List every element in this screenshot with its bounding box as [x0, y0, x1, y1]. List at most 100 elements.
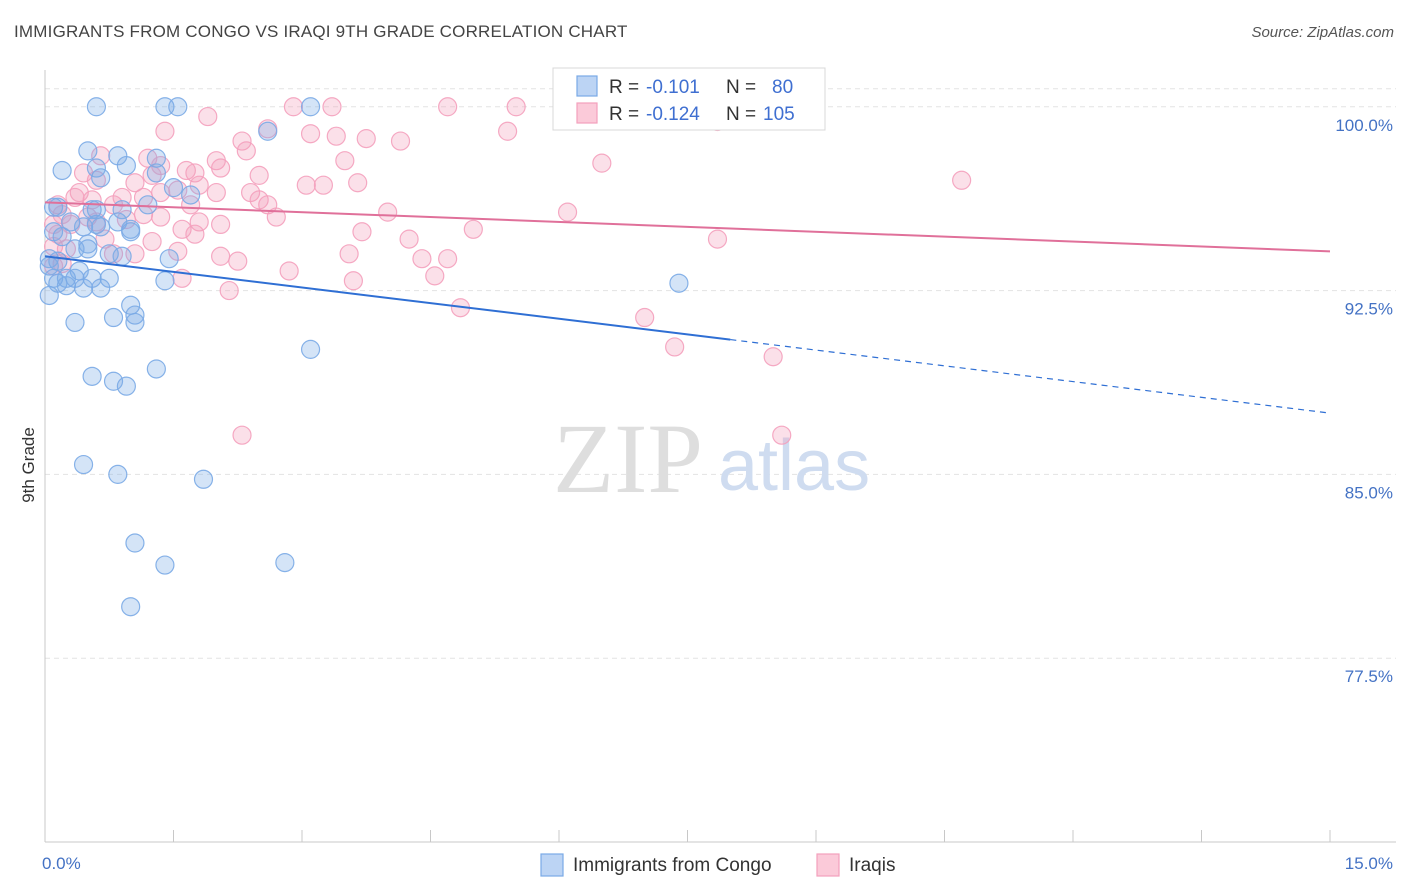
congo-point — [52, 160, 72, 181]
congo-point — [65, 312, 85, 333]
iraqis-point — [665, 337, 685, 357]
iraqis-point — [232, 425, 252, 445]
iraqis-point — [125, 173, 145, 193]
iraqis-point — [172, 219, 192, 239]
congo-point — [86, 97, 107, 117]
y-tick-label: 85.0% — [1345, 483, 1393, 502]
iraqis-point — [211, 246, 231, 266]
congo-point — [300, 339, 321, 359]
legend-r-label-congo: R = — [609, 77, 639, 98]
data-points — [39, 97, 972, 617]
congo-point — [181, 185, 201, 205]
iraqis-point — [228, 251, 248, 271]
grid-lines — [45, 88, 1396, 659]
iraqis-point — [185, 163, 205, 183]
iraqis-point — [339, 244, 359, 264]
iraqis-point — [635, 307, 655, 328]
congo-point — [103, 371, 124, 391]
iraqis-point — [181, 195, 201, 215]
congo-point — [103, 307, 124, 328]
congo-point — [146, 163, 166, 183]
congo-point — [168, 97, 188, 117]
congo-point — [73, 278, 94, 298]
congo-point — [116, 376, 136, 396]
iraqis-point — [378, 202, 398, 222]
iraqis-point — [279, 261, 299, 281]
iraqis-point — [91, 146, 111, 166]
iraqis-point — [352, 222, 372, 242]
watermark: ZIP atlas — [553, 403, 870, 514]
legend-n-value-iraqis: 105 — [763, 104, 795, 125]
iraqis-trend-line — [44, 201, 1331, 253]
congo-point — [82, 366, 102, 386]
congo-point — [300, 97, 321, 117]
iraqis-point — [300, 124, 321, 144]
iraqis-point — [322, 97, 342, 117]
congo-point — [86, 158, 107, 178]
iraqis-point — [142, 231, 162, 252]
iraqis-point — [463, 219, 483, 239]
iraqis-point — [326, 126, 346, 146]
legend-n-label-congo: N = — [726, 77, 756, 98]
x-tick-label: 0.0% — [42, 854, 81, 873]
congo-point — [125, 305, 145, 325]
congo-point — [52, 227, 72, 247]
congo-point — [91, 217, 111, 237]
iraqis-point — [390, 131, 411, 151]
legend-r-value-congo: -0.101 — [646, 77, 700, 98]
iraqis-point — [425, 266, 445, 286]
chart-title: IMMIGRANTS FROM CONGO VS IRAQI 9TH GRADE… — [14, 22, 628, 41]
iraqis-point — [438, 97, 458, 117]
iraqis-point — [283, 97, 304, 117]
congo-point — [275, 553, 295, 573]
congo-point — [125, 312, 145, 333]
iraqis-point — [185, 224, 205, 244]
iraqis-point — [151, 207, 171, 227]
congo-point — [155, 555, 175, 575]
iraqis-point — [592, 153, 612, 173]
iraqis-point — [343, 271, 363, 291]
legend-box — [552, 67, 826, 131]
congo-point — [669, 273, 689, 293]
iraqis-point — [198, 106, 218, 127]
iraqis-point — [155, 121, 175, 141]
iraqis-point — [952, 170, 972, 190]
iraqis-point — [232, 131, 252, 151]
bottom-legend-label-iraqis: Iraqis — [849, 855, 895, 876]
congo-point — [78, 234, 98, 254]
iraqis-point — [356, 129, 376, 149]
iraqis-point — [211, 158, 231, 178]
iraqis-point — [506, 97, 526, 117]
axes: 100.0% 92.5% 85.0% 77.5% 0.0% 15.0% — [42, 70, 1396, 873]
congo-point — [163, 178, 184, 198]
iraqis-point — [266, 207, 286, 227]
iraqis-point — [219, 280, 239, 301]
iraqis-point — [399, 229, 419, 249]
congo-point — [108, 464, 128, 484]
congo-point — [112, 246, 132, 266]
x-tick-label: 15.0% — [1345, 854, 1393, 873]
y-tick-label: 100.0% — [1335, 116, 1393, 135]
congo-point — [39, 285, 59, 306]
congo-point — [78, 239, 98, 259]
iraqis-point — [557, 202, 578, 222]
congo-point — [91, 168, 111, 188]
congo-point — [155, 271, 175, 291]
congo-point — [61, 212, 81, 232]
congo-point — [125, 533, 145, 553]
congo-point — [116, 155, 136, 176]
legend-n-label-iraqis: N = — [726, 104, 756, 125]
congo-point — [146, 359, 166, 379]
y-axis-label: 9th Grade — [19, 427, 38, 503]
congo-point — [159, 249, 179, 269]
iraqis-point — [763, 347, 783, 367]
congo-point — [138, 195, 158, 215]
congo-trend-line — [44, 255, 731, 341]
congo-point — [121, 222, 141, 242]
congo-point — [121, 597, 141, 617]
bottom-legend-swatch-congo — [540, 853, 564, 877]
iraqis-point — [772, 425, 792, 445]
congo-point — [78, 141, 98, 161]
congo-point — [48, 197, 68, 217]
